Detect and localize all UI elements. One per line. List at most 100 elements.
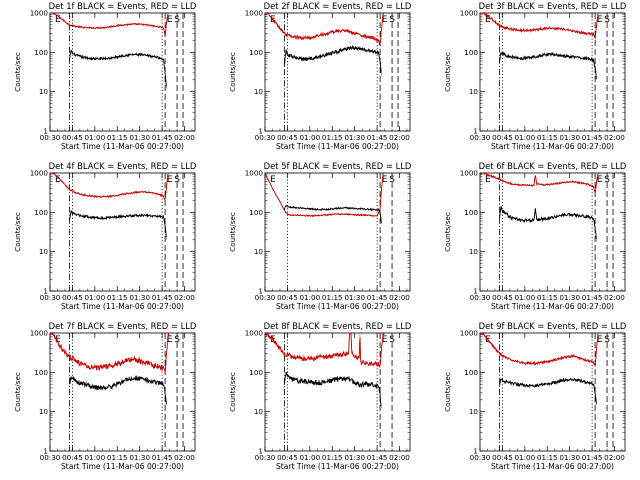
marker-label-e: E <box>382 15 388 25</box>
series-lld-line <box>265 13 385 46</box>
x-tick-label: 01:30 <box>344 453 365 462</box>
x-tick-label: 00:30 <box>40 133 61 142</box>
y-tick-label: 10 <box>39 407 49 416</box>
marker-label-eclipse-start: E <box>485 15 491 25</box>
x-tick-label: 01:45 <box>582 293 603 302</box>
x-tick-label: 00:45 <box>277 293 298 302</box>
x-tick-label: 01:30 <box>559 453 580 462</box>
x-axis-label: Start Time (11-Mar-06 00:27:00) <box>491 462 614 471</box>
y-tick-label: 1 <box>43 447 48 456</box>
x-tick-label: 02:00 <box>389 453 410 462</box>
y-axis-label: Counts/sec <box>443 52 452 92</box>
x-tick-label: 01:15 <box>107 453 128 462</box>
y-tick-label: 1 <box>473 287 478 296</box>
y-tick-label: 1000 <box>30 329 49 338</box>
panel-title: Det 5f BLACK = Events, RED = LLD <box>264 161 412 171</box>
panel-9: Det 9f BLACK = Events, RED = LLD 1 10 100 10… <box>443 321 626 471</box>
y-tick-label: 100 <box>34 368 48 377</box>
series-events-trend <box>499 377 597 405</box>
marker-label-eclipse-start: E <box>485 175 491 185</box>
series-events-line <box>68 375 167 405</box>
panel-title: Det 4f BLACK = Events, RED = LLD <box>49 161 197 171</box>
x-tick-label: 01:45 <box>367 133 388 142</box>
x-tick-label: 02:00 <box>174 293 195 302</box>
x-tick-label: 00:45 <box>492 133 513 142</box>
x-tick-label: 02:00 <box>604 133 625 142</box>
y-axis-label: Counts/sec <box>228 212 237 252</box>
x-tick-label: 01:15 <box>537 133 558 142</box>
marker-label-s: S <box>174 175 180 185</box>
x-tick-label: 01:00 <box>84 453 105 462</box>
marker-label-e: E <box>167 15 173 25</box>
x-axis-label: Start Time (11-Mar-06 00:27:00) <box>491 142 614 151</box>
y-axis-label: Counts/sec <box>443 372 452 412</box>
panel-title: Det 8f BLACK = Events, RED = LLD <box>264 321 412 331</box>
y-tick-label: 100 <box>464 368 478 377</box>
plot-frame <box>49 12 196 132</box>
x-tick-label: 01:00 <box>84 133 105 142</box>
marker-label-s: S <box>389 175 395 185</box>
y-tick-label: 10 <box>254 407 264 416</box>
y-tick-label: 1000 <box>460 9 479 18</box>
series-events-trend <box>69 210 167 240</box>
x-tick-label: 01:30 <box>129 293 150 302</box>
plot-frame <box>479 12 626 132</box>
y-tick-label: 1 <box>258 447 263 456</box>
series-events-trend <box>284 47 382 77</box>
x-tick-label: 00:30 <box>470 453 491 462</box>
marker-label-e: E <box>167 175 173 185</box>
marker-label-s: S <box>604 15 610 25</box>
y-tick-label: 1000 <box>460 329 479 338</box>
x-tick-label: 02:00 <box>174 453 195 462</box>
x-tick-label: 01:15 <box>322 133 343 142</box>
y-axis-label: Counts/sec <box>228 52 237 92</box>
panel-title: Det 3f BLACK = Events, RED = LLD <box>479 1 627 11</box>
series-events-trend <box>499 51 597 80</box>
series-lld-trend <box>50 13 170 37</box>
marker-label-s: S <box>174 335 180 345</box>
series-lld-trend <box>265 173 385 217</box>
panel-7: Det 7f BLACK = Events, RED = LLD 1 10 100 10… <box>13 321 196 471</box>
marker-label-s: S <box>389 15 395 25</box>
series-lld-line <box>480 13 600 40</box>
y-tick-label: 10 <box>254 247 264 256</box>
y-tick-label: 100 <box>34 208 48 217</box>
x-tick-label: 01:45 <box>582 453 603 462</box>
x-tick-label: 01:30 <box>559 133 580 142</box>
x-tick-label: 01:15 <box>107 293 128 302</box>
marker-label-eclipse-start: E <box>270 175 276 185</box>
x-tick-label: 01:30 <box>344 133 365 142</box>
x-tick-label: 01:45 <box>152 453 173 462</box>
x-tick-label: 01:30 <box>129 453 150 462</box>
x-tick-label: 00:45 <box>492 453 513 462</box>
marker-label-s: S <box>604 175 610 185</box>
x-tick-label: 02:00 <box>174 133 195 142</box>
y-tick-label: 1 <box>258 287 263 296</box>
series-lld-line <box>265 333 385 369</box>
plot-frame <box>49 332 196 452</box>
x-tick-label: 00:45 <box>62 453 83 462</box>
x-tick-label: 01:00 <box>299 453 320 462</box>
y-tick-label: 1 <box>258 127 263 136</box>
marker-label-s: S <box>604 335 610 345</box>
marker-label-eclipse-start: E <box>55 335 61 345</box>
marker-label-s: S <box>174 15 180 25</box>
x-tick-label: 02:00 <box>604 293 625 302</box>
x-tick-label: 01:45 <box>152 293 173 302</box>
x-tick-label: 00:30 <box>470 133 491 142</box>
x-axis-label: Start Time (11-Mar-06 00:27:00) <box>491 302 614 311</box>
y-tick-label: 1000 <box>245 9 264 18</box>
x-tick-label: 00:45 <box>62 133 83 142</box>
y-tick-label: 100 <box>464 208 478 217</box>
series-lld-trend <box>50 173 170 201</box>
x-tick-label: 01:30 <box>129 133 150 142</box>
x-axis-label: Start Time (11-Mar-06 00:27:00) <box>61 462 184 471</box>
x-tick-label: 01:15 <box>537 293 558 302</box>
x-tick-label: 01:15 <box>107 133 128 142</box>
x-tick-label: 00:30 <box>470 293 491 302</box>
x-tick-label: 01:15 <box>322 293 343 302</box>
x-tick-label: 00:30 <box>255 133 276 142</box>
marker-label-eclipse-start: E <box>55 175 61 185</box>
series-lld-trend <box>480 13 600 39</box>
